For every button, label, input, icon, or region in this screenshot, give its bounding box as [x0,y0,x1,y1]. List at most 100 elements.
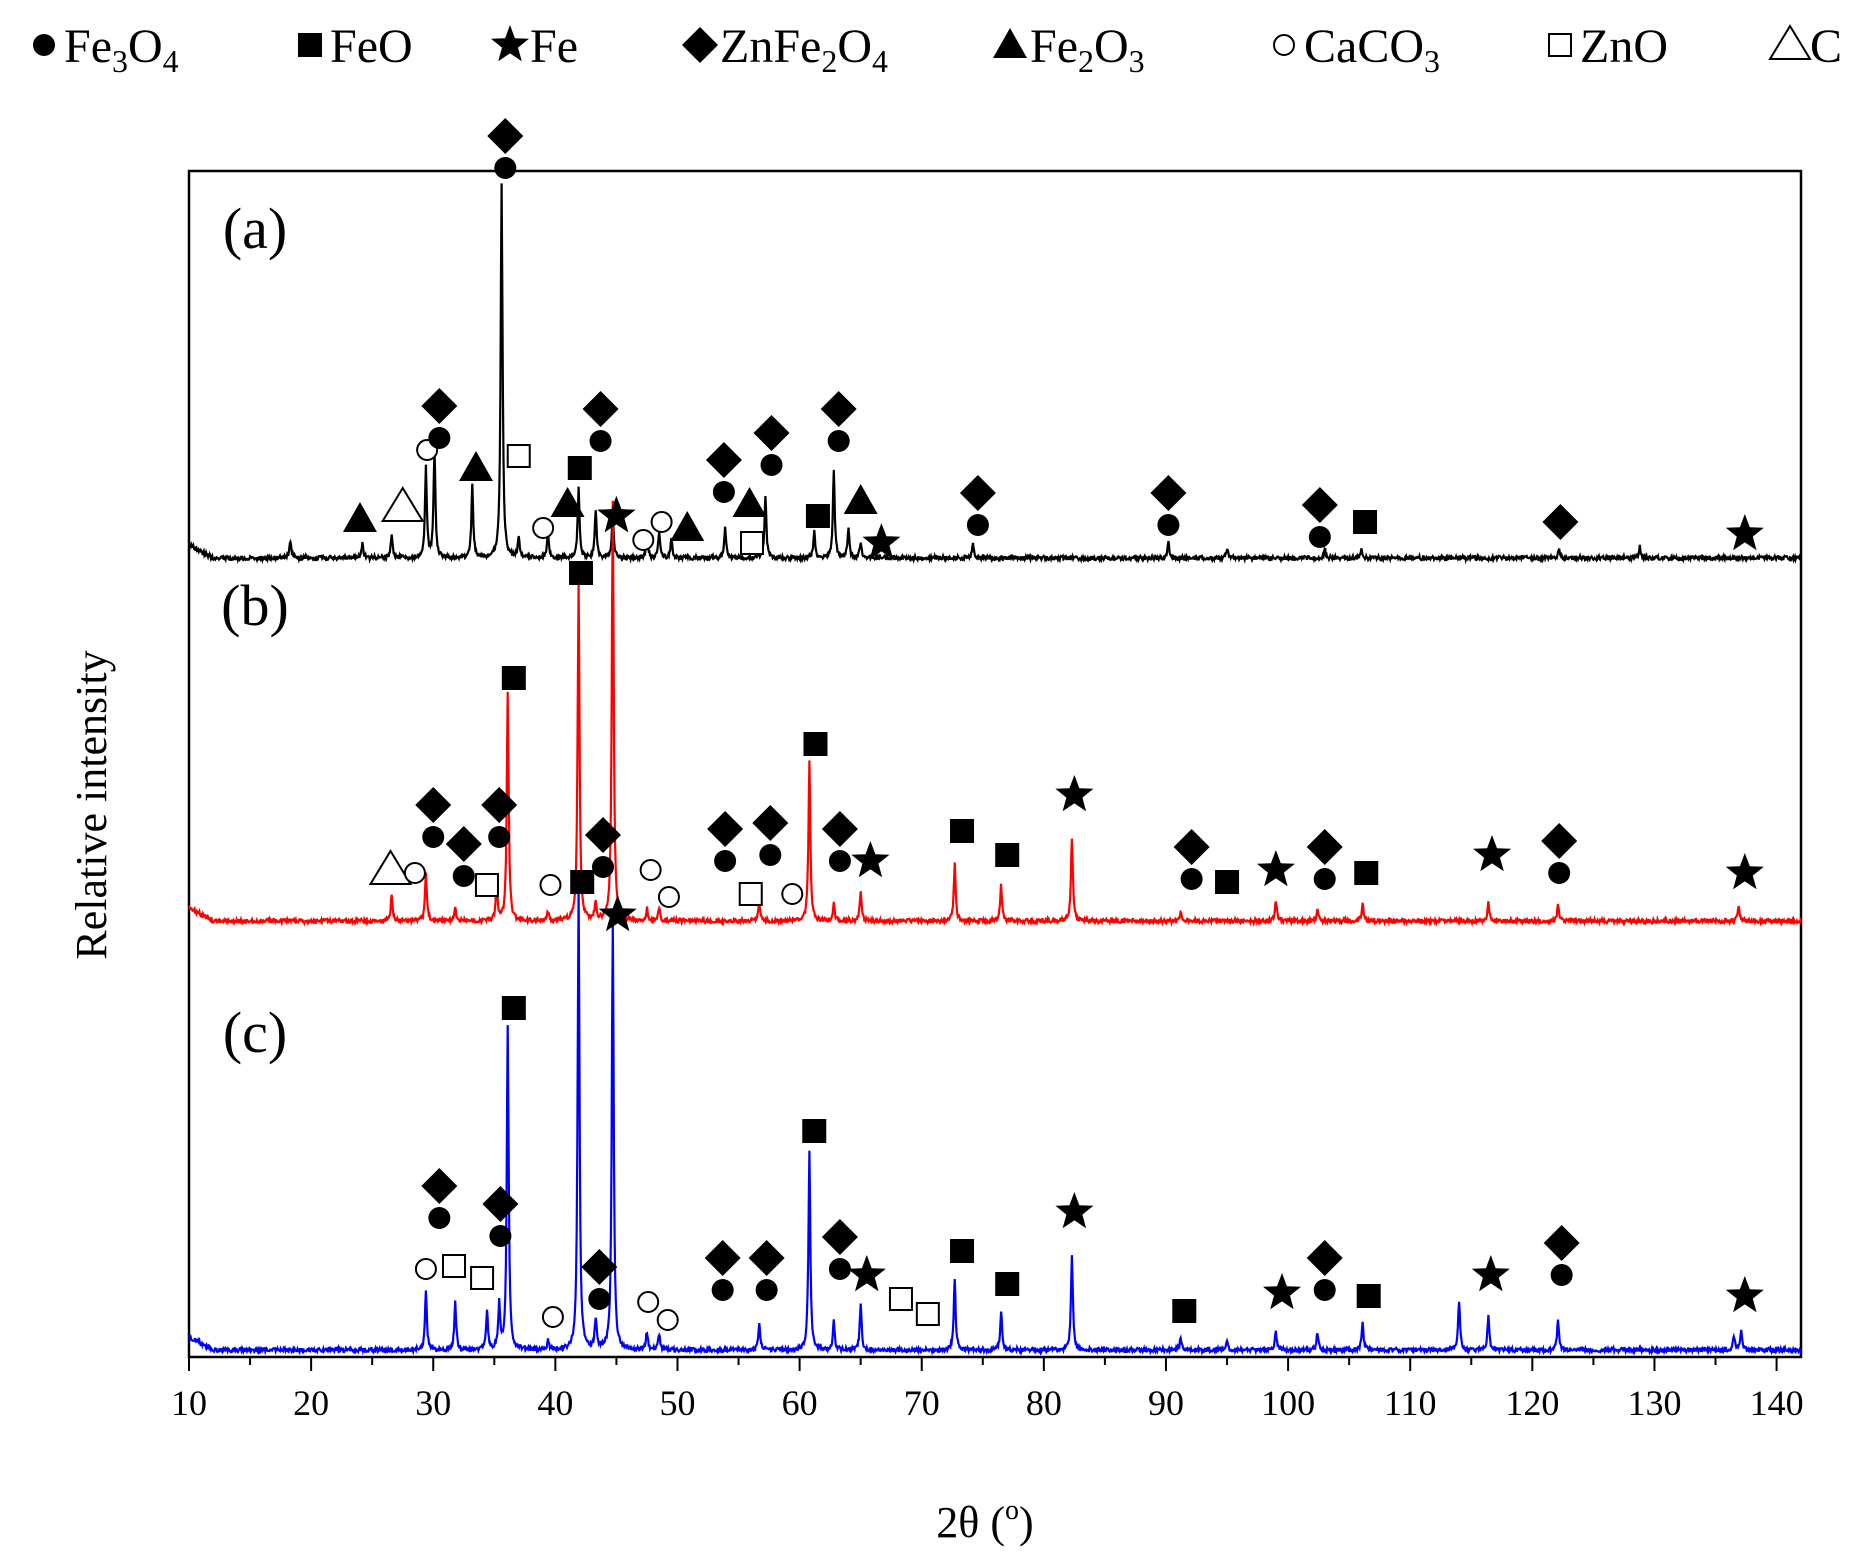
peak-annotation [445,826,482,887]
legend-item-fe2o3: Fe2O3 [993,20,1145,79]
annotation-circle-open-icon [656,1309,679,1331]
legend-label-part: Fe [530,20,578,73]
peak-annotation [732,487,767,517]
annotation-circle-filled-icon [591,856,614,878]
annotation-circle-filled-icon [1313,1279,1336,1301]
annotation-square-filled-icon [1353,510,1378,534]
x-tick-label: 130 [1627,1383,1681,1423]
legend-item-znfe2o4: ZnFe2O4 [682,20,888,79]
peak-annotation [802,1119,827,1143]
annotation-diamond-filled-icon [704,1240,741,1276]
annotation-circle-filled-icon [589,430,612,452]
peak-annotation [501,996,526,1020]
peak-annotation [821,811,858,872]
peak-annotation [781,883,804,905]
peak-annotation [598,895,637,932]
x-tick-label: 60 [782,1383,818,1423]
annotation-diamond-filled-icon [421,1168,458,1204]
peak-annotation [707,811,744,872]
annotation-circle-open-icon [403,862,426,884]
peak-annotation [567,456,592,480]
legend-label-part: FeO [330,20,413,73]
peak-annotation [632,529,655,551]
legend-marker-fe3o4-icon [33,34,55,56]
annotation-square-filled-icon [1215,870,1240,894]
peak-annotation [415,787,452,848]
annotation-triangle-filled-icon [843,484,878,514]
peak-annotation [481,787,518,848]
peak-annotation [650,511,673,533]
annotation-circle-filled-icon [1180,868,1203,890]
annotation-square-filled-icon [1356,1284,1381,1308]
annotation-circle-filled-icon [827,430,850,452]
peak-annotation [851,841,890,878]
legend-label-part: ZnO [1580,20,1668,73]
legend-label-part: O [1094,20,1129,73]
annotation-star-filled-icon [1471,1255,1510,1292]
annotation-square-filled-icon [567,456,592,480]
peak-annotation [539,874,562,896]
legend-marker-fe-icon [491,25,529,62]
peak-annotation [569,561,594,585]
x-tick-label: 90 [1148,1383,1184,1423]
annotation-circle-open-icon [632,529,655,551]
peak-annotation [820,391,857,452]
x-tick-label: 110 [1384,1383,1437,1423]
annotation-star-filled-icon [1256,850,1295,887]
annotation-square-filled-icon [803,732,828,756]
annotation-diamond-filled-icon [821,1219,858,1255]
peak-annotation [532,517,555,539]
annotation-star-filled-icon [847,1255,886,1292]
annotation-diamond-filled-icon [481,787,518,823]
annotation-triangle-filled-icon [550,487,585,517]
legend-marker-zno-icon [1548,33,1572,57]
legend-label-part: CaCO [1304,20,1424,73]
annotation-triangle-open-icon [368,849,413,885]
annotation-star-filled-icon [1473,835,1512,872]
annotation-diamond-filled-icon [581,1249,618,1285]
annotation-diamond-filled-icon [1542,504,1579,540]
annotation-diamond-filled-icon [748,1240,785,1276]
annotation-square-open-icon [739,531,764,555]
x-tick-label: 140 [1750,1383,1804,1423]
peak-annotation [1354,861,1379,885]
annotation-circle-filled-icon [1313,868,1336,890]
legend-label-part: 2 [1078,43,1094,79]
annotation-diamond-filled-icon [415,787,452,823]
peak-annotation [888,1287,913,1311]
annotation-diamond-filled-icon [707,811,744,847]
x-tick-label: 30 [415,1383,451,1423]
peak-annotation [541,1306,564,1328]
legend-marker-feo-icon [298,33,322,57]
legend-label-part: 3 [1129,43,1145,79]
peak-annotation [570,870,595,894]
peak-annotation [550,487,585,517]
peak-annotation [1173,829,1210,890]
annotation-star-filled-icon [1725,853,1764,890]
x-axis-label-degree: o [1005,1495,1019,1526]
annotation-circle-filled-icon [1548,862,1571,884]
peak-annotation [1543,1225,1580,1286]
x-axis-label-main: 2θ ( [936,1498,1005,1547]
legend-marker-fe2o3-icon [993,28,1027,58]
annotation-diamond-filled-icon [753,415,790,451]
peak-annotation [752,805,789,866]
peak-annotation [656,1309,679,1331]
plot-area-frame [187,169,1803,1359]
peak-annotation [458,451,493,481]
spectrum-line-0 [187,183,1803,565]
peak-annotation [1473,835,1512,872]
annotation-square-filled-icon [1172,1299,1197,1323]
peak-annotation [1055,775,1094,812]
annotation-circle-filled-icon [755,1279,778,1301]
panel-label-0: (a) [223,196,287,261]
legend-label-part: O [128,20,163,73]
legend-label-fe2o3: Fe2O3 [1030,20,1145,79]
annotation-circle-filled-icon [452,865,475,887]
peak-annotation [1725,514,1764,551]
annotation-diamond-filled-icon [1301,487,1338,523]
annotation-triangle-filled-icon [732,487,767,517]
peak-annotation [1055,1192,1094,1229]
peak-annotation [1353,510,1378,534]
